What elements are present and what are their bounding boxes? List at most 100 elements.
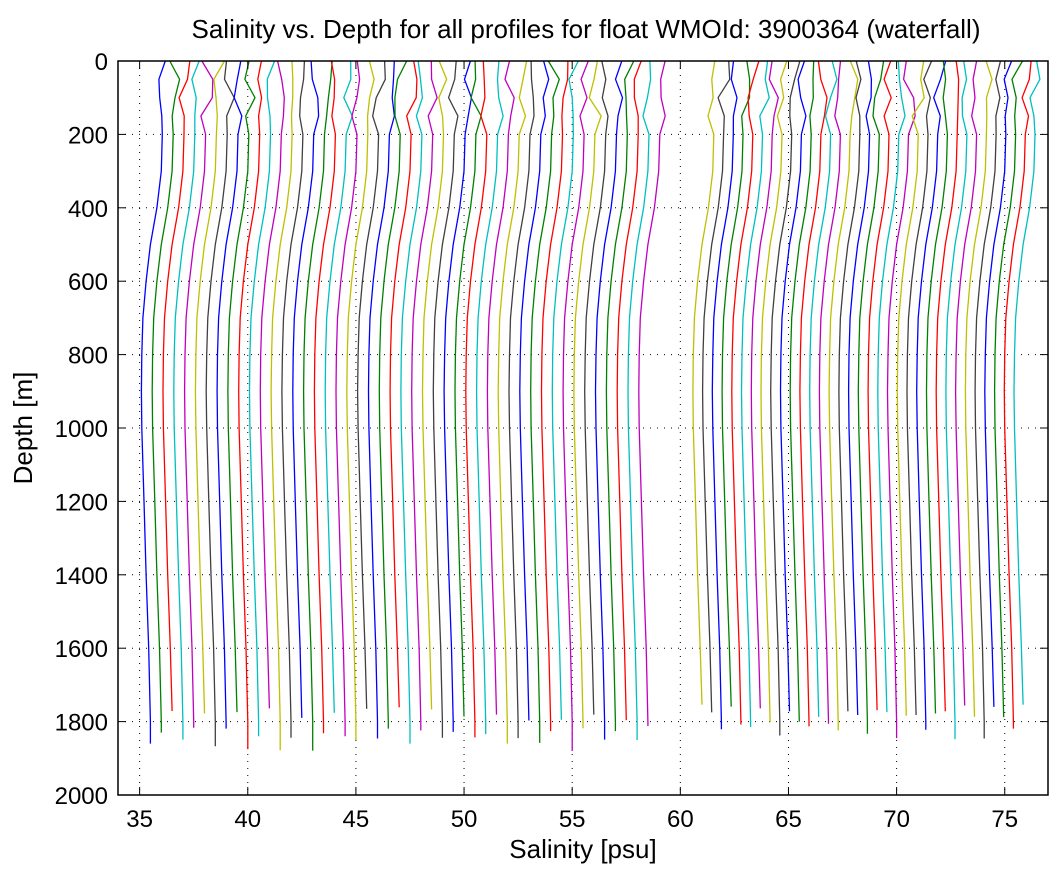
profile-line-1-31 <box>465 60 488 738</box>
profile-line-1-15 <box>292 60 320 718</box>
profile-line-1-40 <box>562 60 589 751</box>
profile-line-1-10 <box>238 60 263 750</box>
profile-line-2-12 <box>799 60 828 727</box>
profile-line-2-34 <box>1013 60 1041 705</box>
axis-ticks: 35 40 45 50 55 60 65 70 75 0 200 400 600 800 1000 1200 1… <box>55 49 1048 833</box>
profile-line-1-9 <box>227 60 256 713</box>
profile-line-1-2 <box>151 60 181 733</box>
profile-line-2-11 <box>789 60 815 722</box>
profile-line-1-43 <box>594 60 624 740</box>
y-tick-label: 400 <box>68 196 108 223</box>
profile-line-2-2 <box>701 60 731 713</box>
profile-line-2-8 <box>760 60 788 723</box>
y-tick-label: 1600 <box>55 636 108 663</box>
x-tick-label: 75 <box>991 806 1018 833</box>
profile-line-2-29 <box>964 60 993 717</box>
y-tick-label: 2000 <box>55 783 108 810</box>
profile-line-2-18 <box>857 60 885 734</box>
x-tick-label: 45 <box>343 806 370 833</box>
profile-line-2-30 <box>974 60 1002 739</box>
profile-line-1-11 <box>248 60 276 737</box>
profile-line-1-22 <box>367 60 396 739</box>
profile-line-2-27 <box>945 60 968 740</box>
profile-line-2-3 <box>711 60 738 730</box>
y-axis-label: Depth [m] <box>8 372 38 485</box>
profile-line-1-38 <box>540 60 569 732</box>
profile-line-1-30 <box>454 60 482 717</box>
profile-line-1-6 <box>194 60 226 714</box>
profile-line-2-16 <box>838 60 862 712</box>
profile-line-2-19 <box>867 60 892 711</box>
profile-line-1-14 <box>281 60 306 738</box>
profile-line-1-20 <box>346 60 375 740</box>
profile-line-1-39 <box>551 60 579 720</box>
profile-line-2-5 <box>731 60 760 725</box>
profile-line-2-31 <box>984 60 1013 707</box>
profile-line-2-24 <box>916 60 947 730</box>
profile-line-2-13 <box>809 60 838 717</box>
profile-line-2-32 <box>993 60 1024 718</box>
profile-line-2-28 <box>954 60 978 706</box>
profile-line-1-46 <box>627 60 652 740</box>
profile-line-1-33 <box>486 60 515 715</box>
y-tick-label: 200 <box>68 122 108 149</box>
profile-line-1-42 <box>584 60 609 715</box>
profile-line-2-15 <box>828 60 859 731</box>
profile-line-1-26 <box>411 60 438 731</box>
x-tick-label: 70 <box>883 806 910 833</box>
profile-line-1-28 <box>432 60 459 738</box>
profile-line-1-5 <box>183 60 214 728</box>
profile-line-2-20 <box>877 60 906 713</box>
y-tick-label: 0 <box>95 49 108 76</box>
profile-line-2-4 <box>721 60 751 707</box>
profile-line-1-29 <box>443 60 473 732</box>
profile-line-1-35 <box>508 60 535 739</box>
profile-line-1-24 <box>389 60 418 708</box>
profile-line-1-13 <box>270 60 294 751</box>
y-tick-label: 1000 <box>55 416 108 443</box>
profile-line-2-22 <box>896 60 925 716</box>
profile-line-1-27 <box>421 60 448 710</box>
profile-line-2-7 <box>750 60 779 709</box>
profile-line-1-47 <box>638 60 666 726</box>
profile-line-1-45 <box>616 60 642 721</box>
profile-line-2-1 <box>692 60 716 705</box>
profile-line-2-33 <box>1003 60 1032 729</box>
profile-line-2-9 <box>770 60 801 736</box>
x-axis-label: Salinity [psu] <box>509 834 656 864</box>
profile-line-1-1 <box>140 60 166 744</box>
profile-line-1-19 <box>335 60 361 737</box>
profile-line-2-23 <box>906 60 933 716</box>
x-tick-label: 55 <box>559 806 586 833</box>
y-tick-label: 1200 <box>55 489 108 516</box>
profile-line-1-34 <box>497 60 528 744</box>
x-tick-label: 40 <box>234 806 261 833</box>
profile-line-2-17 <box>847 60 873 716</box>
profile-line-1-8 <box>216 60 243 729</box>
profile-lines <box>140 60 1041 751</box>
profile-line-1-7 <box>205 60 235 747</box>
profile-line-1-18 <box>324 60 353 713</box>
profile-line-1-36 <box>519 60 550 721</box>
profile-line-1-25 <box>400 60 424 744</box>
profile-line-1-23 <box>378 60 408 729</box>
profile-line-1-44 <box>605 60 635 732</box>
profile-line-1-32 <box>475 60 504 735</box>
profile-line-1-37 <box>530 60 561 743</box>
profile-line-2-26 <box>935 60 960 712</box>
profile-line-2-14 <box>818 60 842 724</box>
profile-line-2-10 <box>779 60 807 712</box>
y-tick-label: 800 <box>68 343 108 370</box>
profile-line-1-12 <box>259 60 285 709</box>
y-tick-label: 1800 <box>55 710 108 737</box>
profile-line-2-6 <box>740 60 770 728</box>
y-tick-label: 1400 <box>55 563 108 590</box>
profile-line-1-3 <box>162 60 191 712</box>
x-tick-label: 50 <box>451 806 478 833</box>
profile-line-1-4 <box>173 60 200 740</box>
profile-line-1-21 <box>356 60 386 709</box>
x-tick-label: 35 <box>126 806 153 833</box>
x-tick-label: 65 <box>775 806 802 833</box>
